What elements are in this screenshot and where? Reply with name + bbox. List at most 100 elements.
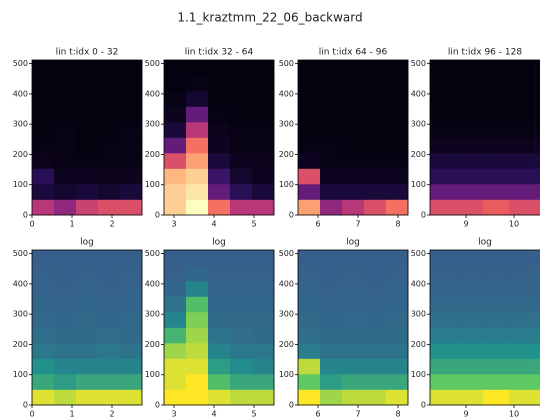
- heatmap-cell: [54, 327, 77, 344]
- heatmap-cell: [98, 374, 121, 390]
- heatmap-cell: [98, 168, 121, 185]
- x-tick-label: 3: [171, 410, 176, 417]
- heatmap-cell: [456, 250, 484, 266]
- heatmap-cell: [120, 389, 143, 406]
- heatmap-cell: [54, 122, 77, 138]
- heatmap-cell: [208, 168, 231, 185]
- y-tick-label: 100: [279, 180, 294, 189]
- axes-frame: [429, 249, 540, 406]
- heatmap-cell: [230, 106, 253, 123]
- y-tick-label: 200: [145, 150, 160, 159]
- y-tick-label: 0: [421, 401, 426, 410]
- x-tick-label: 8: [395, 220, 400, 229]
- heatmap-cell: [230, 122, 253, 138]
- heatmap-cell: [509, 281, 536, 297]
- heatmap-cell: [54, 358, 77, 375]
- heatmap-cell: [298, 281, 321, 297]
- heatmap-cell: [164, 137, 187, 154]
- heatmap-cell: [386, 343, 409, 359]
- x-tick-label: 3: [171, 220, 176, 229]
- heatmap-cell: [320, 75, 343, 92]
- heatmap-cell: [120, 250, 143, 266]
- heatmap-cell: [364, 250, 387, 266]
- heatmap-cell: [76, 389, 99, 406]
- heatmap-cell: [76, 265, 99, 282]
- heatmap-cell: [186, 60, 209, 76]
- heatmap-cell: [430, 199, 457, 216]
- heatmap-cell: [509, 106, 536, 123]
- heatmap-cell: [430, 296, 457, 313]
- axes-frame: [163, 59, 275, 216]
- heatmap-cell: [320, 265, 343, 282]
- heatmap-cell: [186, 184, 209, 200]
- heatmap-cell: [252, 184, 275, 200]
- heatmap-cell: [164, 184, 187, 200]
- heatmap-cell: [120, 343, 143, 359]
- y-tick-label: 200: [279, 340, 294, 349]
- heatmap-cell: [186, 358, 209, 375]
- y-tick-label: 400: [411, 89, 426, 98]
- heatmap-cell: [456, 374, 484, 390]
- heatmap-cell: [386, 250, 409, 266]
- heatmap-cell: [364, 296, 387, 313]
- heatmap-cell: [76, 137, 99, 154]
- heatmap-cell: [535, 374, 540, 390]
- heatmap-cell: [342, 153, 365, 169]
- heatmap-cell: [164, 358, 187, 375]
- heatmap-cell: [298, 312, 321, 328]
- heatmap-cell: [32, 75, 55, 92]
- heatmap-cell: [430, 106, 457, 123]
- heatmap-cell: [386, 184, 409, 200]
- heatmap-cell: [32, 265, 55, 282]
- heatmap-cell: [456, 60, 484, 76]
- heatmap-cell: [430, 75, 457, 92]
- x-tick-label: 10: [509, 410, 519, 417]
- heatmap-cell: [342, 281, 365, 297]
- y-tick-label: 400: [145, 89, 160, 98]
- heatmap-cell: [535, 265, 540, 282]
- heatmap-cell: [186, 265, 209, 282]
- heatmap-cell: [509, 296, 536, 313]
- heatmap-cell: [208, 106, 231, 123]
- y-tick-label: 300: [13, 120, 28, 129]
- heatmap-cell: [509, 312, 536, 328]
- y-tick-label: 300: [279, 310, 294, 319]
- y-tick-label: 500: [145, 249, 160, 258]
- heatmap-cell: [120, 374, 143, 390]
- x-tick-label: 4: [211, 220, 216, 229]
- heatmap-cell: [32, 250, 55, 266]
- heatmap-cell: [120, 281, 143, 297]
- heatmap-cell: [298, 327, 321, 344]
- heatmap-cell: [164, 343, 187, 359]
- heatmap-cell: [208, 281, 231, 297]
- heatmap-cell: [430, 389, 457, 406]
- heatmap-cell: [535, 153, 540, 169]
- heatmap-cell: [320, 106, 343, 123]
- panel-title: log: [478, 238, 492, 248]
- x-tick-label: 6: [315, 410, 320, 417]
- heatmap-cell: [54, 374, 77, 390]
- heatmap-cell: [364, 358, 387, 375]
- heatmap-cell: [230, 91, 253, 107]
- heatmap-cell: [54, 75, 77, 92]
- heatmap-cell: [342, 265, 365, 282]
- axes-frame: [429, 59, 540, 216]
- heatmap-cell: [298, 168, 321, 185]
- y-tick-label: 100: [411, 370, 426, 379]
- heatmap-cell: [230, 60, 253, 76]
- heatmap-cell: [98, 281, 121, 297]
- y-tick-label: 0: [155, 211, 160, 220]
- heatmap-cell: [230, 184, 253, 200]
- heatmap-cell: [364, 389, 387, 406]
- heatmap-cell: [509, 184, 536, 200]
- heatmap-cell: [120, 358, 143, 375]
- heatmap-cell: [98, 296, 121, 313]
- heatmap-cell: [364, 312, 387, 328]
- heatmap-cell: [230, 358, 253, 375]
- heatmap-cell: [342, 75, 365, 92]
- heatmap-cell: [482, 265, 510, 282]
- heatmap-cell: [320, 91, 343, 107]
- heatmap-cell: [186, 343, 209, 359]
- heatmap-cell: [98, 60, 121, 76]
- heatmap-cell: [54, 137, 77, 154]
